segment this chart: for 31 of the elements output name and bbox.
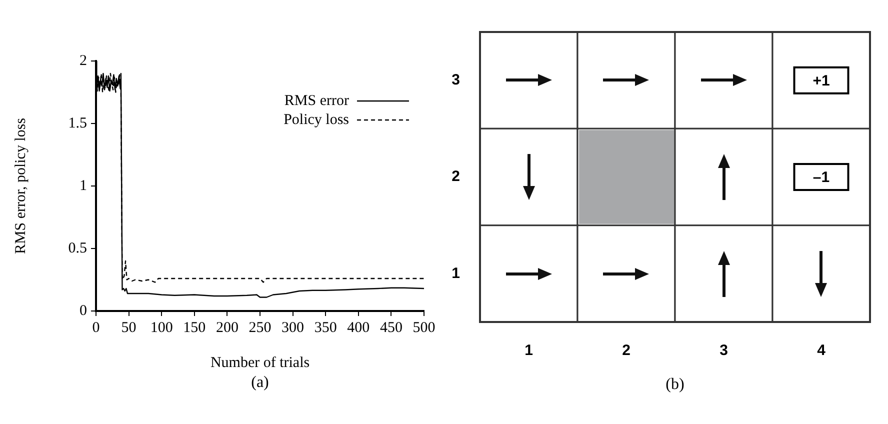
y-tick-label: 2 — [80, 52, 87, 69]
x-tick-label: 400 — [347, 320, 370, 336]
y-tick-label: 0 — [80, 302, 87, 319]
x-tick-label: 200 — [216, 320, 238, 336]
x-axis-title: Number of trials — [210, 354, 310, 371]
x-tick-label: 250 — [248, 320, 272, 336]
y-tick-label: 1 — [80, 178, 87, 194]
y-tick-label: 0.5 — [68, 240, 87, 256]
y-axis-title: RMS error, policy loss — [12, 118, 29, 254]
y-tick-label: 1 — [452, 264, 460, 282]
x-tick-label: 350 — [314, 320, 337, 336]
x-tick-label: 50 — [121, 320, 136, 336]
text: (b) — [666, 376, 684, 394]
y-tick-label: 1.5 — [68, 115, 87, 132]
y-tick-label: 2 — [452, 168, 460, 186]
x-tick-label: 450 — [380, 320, 402, 336]
x-tick-label: 3 — [720, 342, 728, 360]
y-tick-label: 3 — [452, 71, 460, 88]
legend-label: Policy loss — [284, 112, 350, 128]
x-tick-label: 300 — [282, 320, 304, 336]
legend-label: RMS error — [284, 92, 350, 109]
x-tick-label: 1 — [524, 342, 533, 360]
x-tick-label: 4 — [817, 342, 826, 360]
x-tick-label: 0 — [92, 320, 100, 336]
x-tick-label: 500 — [412, 320, 436, 336]
text: (a) — [251, 374, 269, 392]
data-label: +1 — [812, 72, 830, 90]
data-label: –1 — [812, 169, 830, 186]
x-tick-label: 100 — [150, 320, 173, 336]
x-tick-label: 150 — [183, 320, 206, 336]
x-tick-label: 2 — [622, 342, 630, 360]
